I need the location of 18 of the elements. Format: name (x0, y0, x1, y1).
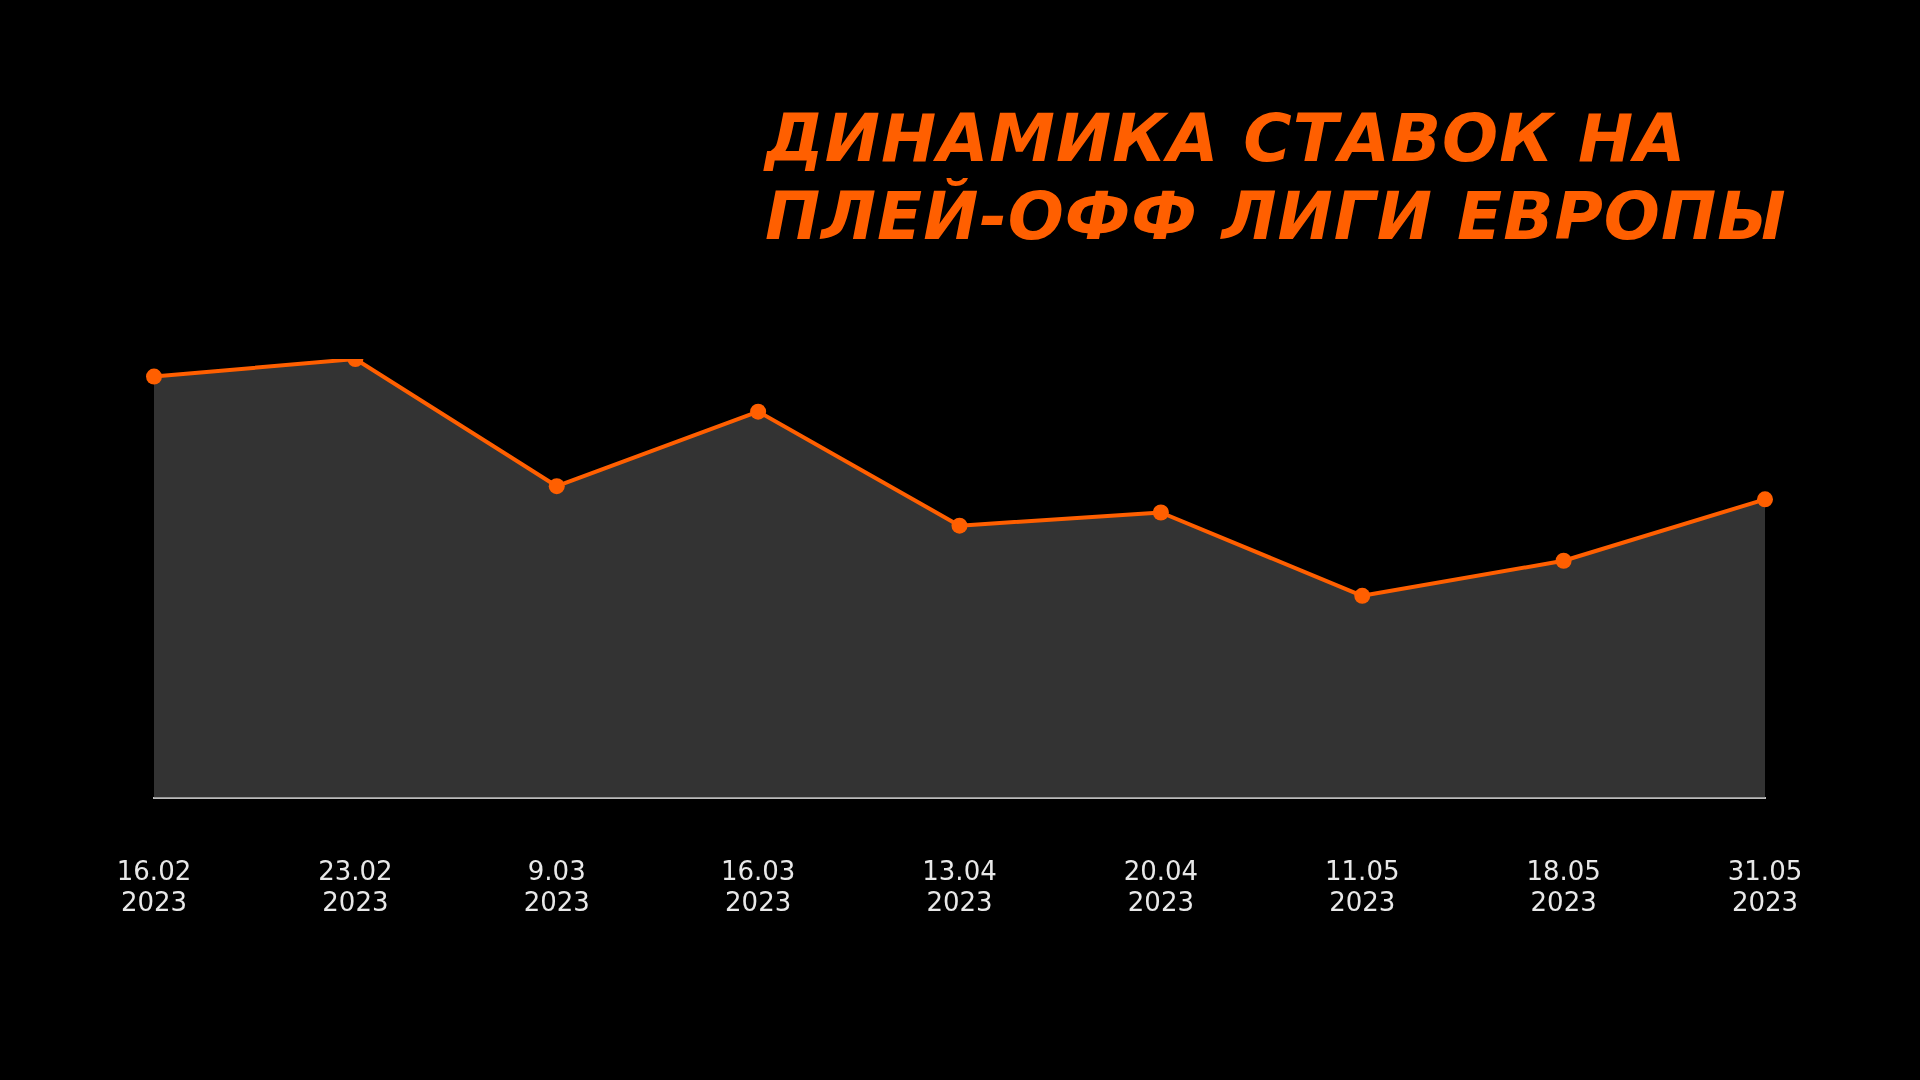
point (1354, 587, 1371, 604)
x-tick-label: 16.02 2023 (116, 855, 192, 918)
point (750, 403, 767, 420)
x-tick-label: 11.05 2023 (1325, 855, 1400, 918)
point (1555, 552, 1572, 569)
point (548, 478, 565, 495)
x-tick-label: 20.04 2023 (1123, 855, 1199, 918)
x-tick-label: 31.05 2023 (1727, 855, 1803, 918)
point (1152, 504, 1169, 521)
x-tick-label: 9.03 2023 (523, 855, 590, 918)
x-tick-label: 16.03 2023 (720, 855, 796, 918)
point (146, 368, 162, 385)
point (1757, 491, 1773, 508)
chart-title: ДИНАМИКА СТАВОК НА ПЛЕЙ-ОФФ ЛИГИ ЕВРОПЫ (765, 100, 1787, 256)
x-tick-label: 18.05 2023 (1526, 855, 1601, 918)
point (951, 517, 968, 534)
x-tick-label: 23.02 2023 (318, 855, 393, 918)
x-tick-label: 13.04 2023 (922, 855, 997, 918)
